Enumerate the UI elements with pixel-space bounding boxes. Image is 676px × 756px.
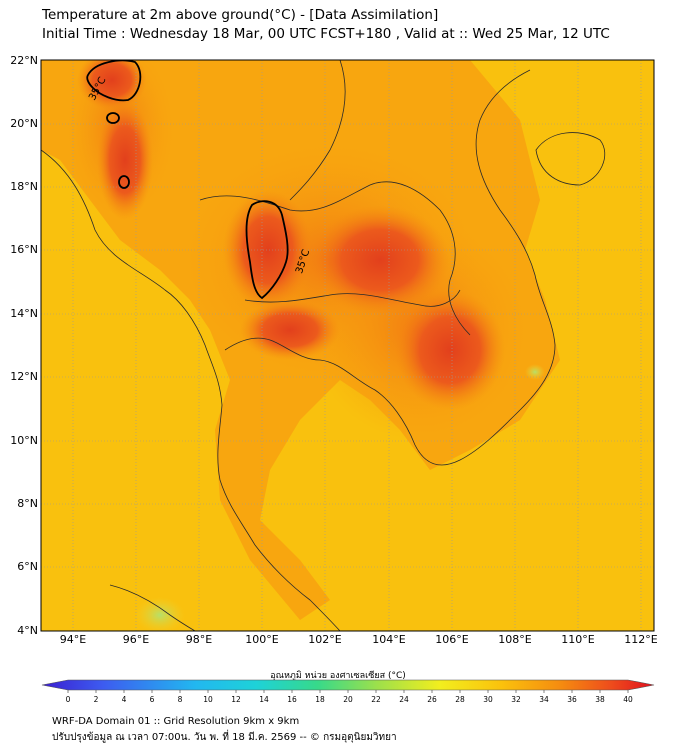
colorbar-tick-label: 4 <box>122 695 127 704</box>
lon-label: 98°E <box>185 633 213 646</box>
lat-label: 14°N <box>10 307 38 320</box>
lon-label: 94°E <box>59 633 87 646</box>
colorbar-bar <box>41 679 655 691</box>
lat-label: 18°N <box>10 180 38 193</box>
colorbar-tick-label: 6 <box>150 695 155 704</box>
lat-label: 10°N <box>10 434 38 447</box>
lat-label: 16°N <box>10 243 38 256</box>
chart-title: Temperature at 2m above ground(°C) - [Da… <box>42 7 439 23</box>
footer-model-info: WRF-DA Domain 01 :: Grid Resolution 9km … <box>52 716 300 727</box>
colorbar-tick-label: 40 <box>623 695 633 704</box>
lon-label: 96°E <box>122 633 150 646</box>
hot-zone <box>77 60 147 110</box>
colorbar-tick-label: 2 <box>94 695 99 704</box>
graticule <box>41 60 654 631</box>
lat-label: 6°N <box>17 560 38 573</box>
colorbar-tick-label: 38 <box>595 695 605 704</box>
lon-label: 106°E <box>435 633 469 646</box>
chart-subtitle: Initial Time : Wednesday 18 Mar, 00 UTC … <box>42 26 610 42</box>
contour-35c <box>86 60 289 300</box>
lat-label: 4°N <box>17 624 38 637</box>
colorbar-tick-label: 10 <box>203 695 213 704</box>
hot-zone <box>97 100 153 220</box>
colorbar-tick-label: 12 <box>231 695 241 704</box>
lon-label: 110°E <box>561 633 595 646</box>
lat-label: 8°N <box>17 497 38 510</box>
cool-spot <box>525 364 545 380</box>
footer-update-info: ปรับปรุงข้อมูล ณ เวลา 07:00น. วัน พ. ที่… <box>52 732 397 743</box>
colorbar-tick-label: 24 <box>399 695 409 704</box>
lon-label: 102°E <box>308 633 342 646</box>
lon-label: 108°E <box>498 633 532 646</box>
colorbar-label: อุณหภูมิ หน่วย องศาเซลเซียส (°C) <box>270 671 406 681</box>
lon-label: 100°E <box>245 633 279 646</box>
colorbar-tick-label: 8 <box>178 695 183 704</box>
lon-label: 104°E <box>372 633 406 646</box>
colorbar-tick-label: 30 <box>483 695 493 704</box>
colorbar: 0 2 4 6 8 10 12 14 16 18 20 22 24 26 28 30 32 34 36 38 40 <box>41 679 655 704</box>
lat-label: 20°N <box>10 117 38 130</box>
cool-spot <box>135 597 185 631</box>
colorbar-tick-label: 18 <box>315 695 325 704</box>
colorbar-tick-label: 14 <box>259 695 269 704</box>
hot-zone <box>223 190 313 310</box>
colorbar-tick-label: 20 <box>343 695 353 704</box>
colorbar-tick-label: 22 <box>371 695 381 704</box>
temperature-map: 35°C 35°C <box>40 59 655 632</box>
colorbar-tick-label: 26 <box>427 695 437 704</box>
map-frame <box>40 59 655 632</box>
lat-label: 12°N <box>10 370 38 383</box>
colorbar-tick-label: 16 <box>287 695 297 704</box>
lon-label: 112°E <box>624 633 658 646</box>
colorbar-tick-label: 28 <box>455 695 465 704</box>
hot-zone <box>310 205 450 315</box>
lat-label: 22°N <box>10 54 38 67</box>
colorbar-tick-label: 32 <box>511 695 521 704</box>
hot-zone <box>240 300 340 360</box>
colorbar-tick-label: 36 <box>567 695 577 704</box>
colorbar-tick-label: 34 <box>539 695 549 704</box>
colorbar-ticks: 0 2 4 6 8 10 12 14 16 18 20 22 24 26 28 30 32 34 36 38 40 <box>66 690 633 704</box>
colorbar-tick-label: 0 <box>66 695 71 704</box>
map-field <box>41 60 654 631</box>
hot-zone <box>395 290 505 410</box>
